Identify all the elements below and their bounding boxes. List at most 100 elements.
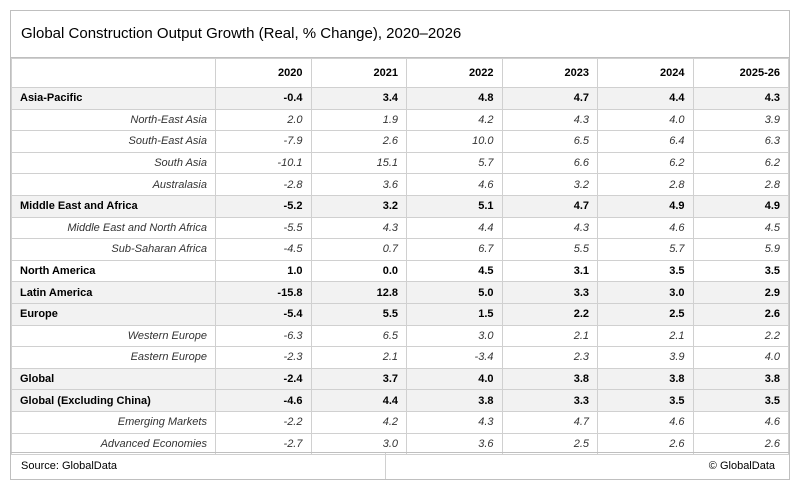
- data-table: 2020 2021 2022 2023 2024 2025-26 Asia-Pa…: [11, 58, 789, 456]
- header-row: 2020 2021 2022 2023 2024 2025-26: [11, 58, 789, 88]
- value-cell: -4.6: [215, 389, 312, 412]
- value-cell: 3.9: [597, 346, 694, 369]
- row-label: Eastern Europe: [11, 346, 216, 369]
- row-label: Australasia: [11, 173, 216, 196]
- value-cell: 2.1: [597, 324, 694, 348]
- value-cell: 5.7: [406, 151, 503, 175]
- row-label: Europe: [11, 302, 216, 326]
- value-cell: 2.8: [692, 173, 789, 196]
- value-cell: 2.5: [597, 302, 694, 326]
- header-cell: [11, 58, 216, 88]
- value-cell: 10.0: [406, 130, 503, 153]
- subregion-row: Sub-Saharan Africa -4.5 0.7 6.7 5.5 5.7 5.9: [11, 238, 789, 261]
- value-cell: 4.6: [597, 216, 694, 240]
- region-row: Europe -5.4 5.5 1.5 2.2 2.5 2.6: [11, 302, 789, 326]
- value-cell: 0.7: [310, 238, 407, 261]
- value-cell: 2.6: [692, 302, 789, 326]
- region-row: Middle East and Africa -5.2 3.2 5.1 4.7 4.9 4.…: [11, 194, 789, 218]
- header-cell: 2022: [406, 58, 503, 88]
- value-cell: 3.5: [692, 259, 789, 283]
- value-cell: 3.8: [501, 367, 598, 391]
- value-cell: 3.8: [597, 367, 694, 391]
- row-label: North America: [11, 259, 216, 283]
- value-cell: 15.1: [310, 151, 407, 175]
- value-cell: 5.1: [406, 194, 503, 218]
- value-cell: 4.3: [692, 87, 789, 110]
- value-cell: 1.9: [310, 108, 407, 132]
- row-label: South-East Asia: [11, 130, 216, 153]
- value-cell: 4.2: [406, 108, 503, 132]
- value-cell: -2.3: [215, 346, 312, 369]
- value-cell: 4.4: [310, 389, 407, 412]
- value-cell: -0.4: [215, 87, 312, 110]
- row-label: Middle East and North Africa: [11, 216, 216, 240]
- value-cell: 12.8: [310, 281, 407, 304]
- value-cell: 4.7: [501, 194, 598, 218]
- value-cell: 1.0: [215, 259, 312, 283]
- region-row: Global -2.4 3.7 4.0 3.8 3.8 3.8: [11, 367, 789, 391]
- value-cell: -2.8: [215, 173, 312, 196]
- value-cell: 5.5: [501, 238, 598, 261]
- value-cell: -7.9: [215, 130, 312, 153]
- value-cell: 6.5: [310, 324, 407, 348]
- region-row: Latin America -15.8 12.8 5.0 3.3 3.0 2.9: [11, 281, 789, 304]
- table-footer: Source: GlobalData © GlobalData: [11, 452, 789, 479]
- value-cell: 4.5: [692, 216, 789, 240]
- subregion-row: Advanced Economies -2.7 3.0 3.6 2.5 2.6 2.6: [11, 432, 789, 456]
- value-cell: 3.5: [597, 259, 694, 283]
- subregion-row: Western Europe -6.3 6.5 3.0 2.1 2.1 2.2: [11, 324, 789, 348]
- value-cell: 4.3: [501, 108, 598, 132]
- value-cell: 3.1: [501, 259, 598, 283]
- value-cell: 3.6: [310, 173, 407, 196]
- value-cell: 3.6: [406, 432, 503, 456]
- header-cell: 2025-26: [692, 58, 789, 88]
- copyright-note: © GlobalData: [708, 460, 775, 472]
- value-cell: 3.8: [692, 367, 789, 391]
- row-label: Global (Excluding China): [11, 389, 216, 412]
- row-label: North-East Asia: [11, 108, 216, 132]
- row-label: Sub-Saharan Africa: [11, 238, 216, 261]
- value-cell: 1.5: [406, 302, 503, 326]
- region-row: Asia-Pacific -0.4 3.4 4.8 4.7 4.4 4.3: [11, 87, 789, 110]
- value-cell: 5.9: [692, 238, 789, 261]
- value-cell: 4.7: [501, 87, 598, 110]
- value-cell: 5.7: [597, 238, 694, 261]
- value-cell: 2.6: [597, 432, 694, 456]
- value-cell: 2.2: [501, 302, 598, 326]
- value-cell: -2.7: [215, 432, 312, 456]
- value-cell: 4.0: [597, 108, 694, 132]
- value-cell: 5.0: [406, 281, 503, 304]
- value-cell: -6.3: [215, 324, 312, 348]
- value-cell: 3.4: [310, 87, 407, 110]
- row-label: Advanced Economies: [11, 432, 216, 456]
- value-cell: 2.5: [501, 432, 598, 456]
- row-label: Global: [11, 367, 216, 391]
- value-cell: 6.4: [597, 130, 694, 153]
- value-cell: 4.4: [406, 216, 503, 240]
- row-label: Middle East and Africa: [11, 194, 216, 218]
- region-row: Global (Excluding China) -4.6 4.4 3.8 3.3 3.5…: [11, 389, 789, 412]
- value-cell: 3.0: [406, 324, 503, 348]
- header-cell: 2023: [501, 58, 598, 88]
- value-cell: 3.3: [501, 389, 598, 412]
- value-cell: 3.8: [406, 389, 503, 412]
- table-card: Global Construction Output Growth (Real,…: [10, 10, 790, 480]
- value-cell: 3.0: [310, 432, 407, 456]
- row-label: Emerging Markets: [11, 410, 216, 434]
- value-cell: -15.8: [215, 281, 312, 304]
- subregion-row: Australasia -2.8 3.6 4.6 3.2 2.8 2.8: [11, 173, 789, 196]
- value-cell: -4.5: [215, 238, 312, 261]
- value-cell: 3.7: [310, 367, 407, 391]
- value-cell: 6.3: [692, 130, 789, 153]
- value-cell: 2.9: [692, 281, 789, 304]
- subregion-row: Eastern Europe -2.3 2.1 -3.4 2.3 3.9 4.0: [11, 346, 789, 369]
- value-cell: -10.1: [215, 151, 312, 175]
- value-cell: 4.6: [406, 173, 503, 196]
- value-cell: 6.5: [501, 130, 598, 153]
- header-cell: 2021: [310, 58, 407, 88]
- value-cell: 2.2: [692, 324, 789, 348]
- value-cell: 4.8: [406, 87, 503, 110]
- value-cell: 4.2: [310, 410, 407, 434]
- subregion-row: South Asia -10.1 15.1 5.7 6.6 6.2 6.2: [11, 151, 789, 175]
- value-cell: 2.8: [597, 173, 694, 196]
